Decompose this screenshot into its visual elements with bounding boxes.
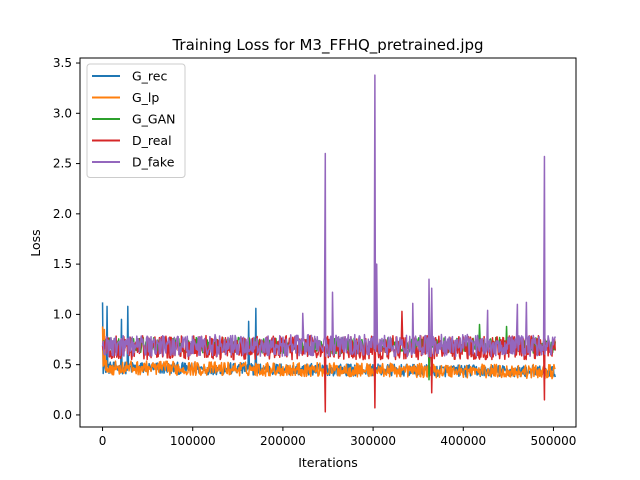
y-tick-label: 3.0 [53, 106, 72, 120]
x-tick-label: 0 [99, 434, 107, 448]
y-tick-label: 1.0 [53, 307, 72, 321]
plot-area [101, 74, 557, 413]
y-axis-label: Loss [28, 229, 43, 256]
x-tick-label: 200000 [260, 434, 306, 448]
x-tick-label: 500000 [531, 434, 577, 448]
y-tick-label: 1.5 [53, 257, 72, 271]
legend-label-g-gan: G_GAN [132, 112, 176, 127]
y-tick-label: 0.0 [53, 408, 72, 422]
y-axis-ticks: 0.0 0.5 1.0 1.5 2.0 2.5 3.0 3.5 [53, 56, 80, 422]
x-axis-label: Iterations [298, 455, 358, 470]
x-tick-label: 300000 [350, 434, 396, 448]
legend-label-d-real: D_real [132, 133, 172, 148]
legend: G_rec G_lp G_GAN D_real D_fake [86, 63, 186, 178]
series-line-g-lp [101, 326, 556, 380]
legend-label-g-rec: G_rec [132, 69, 167, 84]
legend-box [86, 63, 186, 178]
y-tick-label: 3.5 [53, 56, 72, 70]
x-tick-label: 100000 [170, 434, 216, 448]
y-tick-label: 2.5 [53, 157, 72, 171]
y-tick-label: 2.0 [53, 207, 72, 221]
legend-label-d-fake: D_fake [132, 155, 175, 170]
y-tick-label: 0.5 [53, 358, 72, 372]
x-axis-ticks: 0 100000 200000 300000 400000 500000 [99, 427, 577, 448]
axes-frame [79, 57, 577, 428]
legend-label-g-lp: G_lp [132, 90, 159, 105]
series-line-d-fake [101, 74, 556, 358]
chart-title: Training Loss for M3_FFHQ_pretrained.jpg [171, 36, 483, 55]
x-tick-label: 400000 [440, 434, 486, 448]
